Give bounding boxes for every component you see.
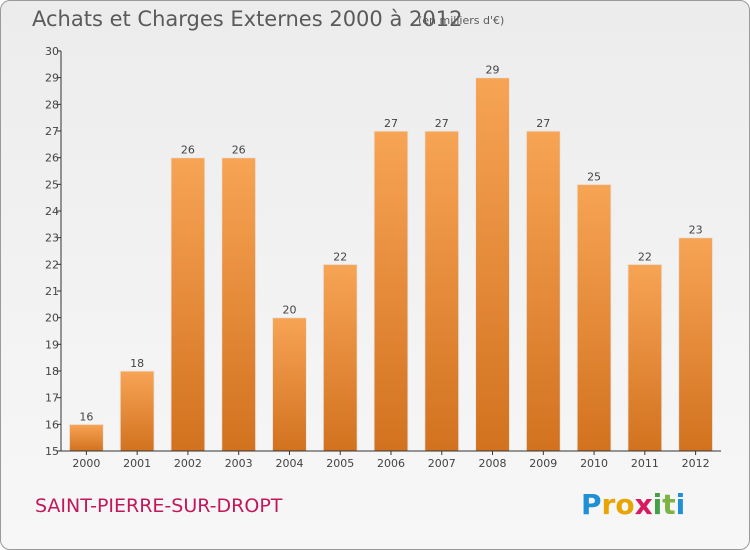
- y-tick-label: 21: [45, 285, 59, 298]
- x-tick-label: 2009: [529, 457, 557, 470]
- logo-letter: o: [615, 488, 635, 521]
- bar-2012: [678, 237, 714, 452]
- y-tick-label: 20: [45, 312, 59, 325]
- x-tick-label: 2007: [428, 457, 456, 470]
- data-label: 18: [130, 357, 144, 370]
- data-label: 23: [689, 224, 703, 237]
- y-tick-label: 16: [45, 418, 59, 431]
- x-tick-label: 2004: [275, 457, 303, 470]
- proxiti-logo: Proxiti: [581, 488, 685, 521]
- x-axis: 2000 2001 2002 2003 2004 2005 2006 2007 2008 2009…: [61, 450, 721, 470]
- x-tick-label: 2003: [225, 457, 253, 470]
- logo-letter: x: [634, 488, 653, 521]
- x-tick-label: 2010: [580, 457, 608, 470]
- x-tick-label: 2012: [682, 457, 710, 470]
- logo-letter: P: [581, 488, 602, 521]
- data-label: 22: [638, 250, 652, 263]
- y-tick-label: 26: [45, 152, 59, 165]
- data-label: 27: [536, 117, 550, 130]
- logo-letter: i: [652, 488, 663, 521]
- y-tick-label: 18: [45, 365, 59, 378]
- y-axis: 15 16 17 18 19 20 21 22 23 24 25 26 27 28 29 30: [45, 45, 62, 458]
- data-label: 20: [282, 304, 296, 317]
- y-tick-label: 28: [45, 98, 59, 111]
- y-tick-label: 23: [45, 232, 59, 245]
- data-label: 27: [435, 117, 449, 130]
- bars: [68, 77, 714, 452]
- data-label: 16: [79, 410, 93, 423]
- bar-2001: [119, 370, 155, 452]
- data-label: 27: [384, 117, 398, 130]
- y-tick-label: 27: [45, 125, 59, 138]
- data-label: 29: [486, 64, 500, 77]
- chart-subtitle: (en milliers d'€): [418, 14, 505, 27]
- bar-2007: [424, 130, 460, 452]
- y-tick-label: 25: [45, 178, 59, 191]
- x-tick-label: 2002: [174, 457, 202, 470]
- y-tick-label: 19: [45, 338, 59, 351]
- y-tick-label: 22: [45, 258, 59, 271]
- bar-2011: [627, 263, 663, 452]
- bar-2003: [221, 157, 257, 452]
- bar-2006: [373, 130, 409, 452]
- bar-2010: [576, 183, 612, 452]
- bar-2002: [170, 157, 206, 452]
- bar-2000: [68, 423, 104, 452]
- data-label: 22: [333, 250, 347, 263]
- x-tick-label: 2006: [377, 457, 405, 470]
- bar-2009: [525, 130, 561, 452]
- y-tick-label: 17: [45, 392, 59, 405]
- x-tick-label: 2001: [123, 457, 151, 470]
- logo-letter: t: [662, 488, 676, 521]
- logo-letter: i: [675, 488, 686, 521]
- data-labels: 16 18 26 26 20 22 27 27 29 27 25 22 23: [79, 64, 702, 424]
- y-tick-label: 29: [45, 72, 59, 85]
- data-label: 25: [587, 170, 601, 183]
- x-tick-label: 2000: [72, 457, 100, 470]
- x-tick-label: 2008: [479, 457, 507, 470]
- data-label: 26: [232, 144, 246, 157]
- bar-2005: [322, 263, 358, 452]
- logo-letter: r: [601, 488, 616, 521]
- chart-title: Achats et Charges Externes 2000 à 2012: [32, 7, 463, 31]
- y-tick-label: 30: [45, 45, 59, 58]
- x-tick-label: 2011: [631, 457, 659, 470]
- bar-2004: [271, 317, 307, 452]
- x-tick-label: 2005: [326, 457, 354, 470]
- y-tick-label: 24: [45, 205, 59, 218]
- commune-name: SAINT-PIERRE-SUR-DROPT: [35, 495, 283, 517]
- y-tick-label: 15: [45, 445, 59, 458]
- bar-2008: [475, 77, 511, 452]
- data-label: 26: [181, 144, 195, 157]
